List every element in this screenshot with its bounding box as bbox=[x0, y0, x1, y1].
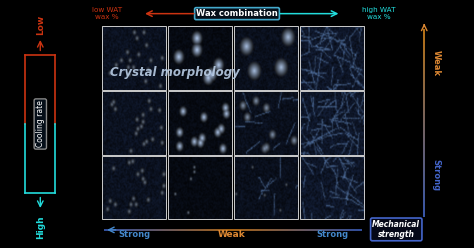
Text: Strong: Strong bbox=[118, 230, 150, 239]
Text: Cooling rate: Cooling rate bbox=[36, 100, 45, 148]
Bar bbox=[300, 156, 364, 219]
Text: High: High bbox=[36, 215, 45, 239]
Text: Crystal morphology: Crystal morphology bbox=[110, 66, 240, 79]
Bar bbox=[234, 156, 298, 219]
Bar bbox=[300, 91, 364, 155]
Text: Low: Low bbox=[36, 15, 45, 35]
Bar bbox=[168, 91, 232, 155]
Bar bbox=[168, 26, 232, 90]
Bar bbox=[234, 91, 298, 155]
Text: low WAT
wax %: low WAT wax % bbox=[91, 7, 122, 20]
Text: Mechanical
strength: Mechanical strength bbox=[372, 220, 420, 239]
Text: Weak: Weak bbox=[432, 50, 440, 76]
Bar bbox=[102, 156, 166, 219]
Bar bbox=[102, 91, 166, 155]
Text: Weak: Weak bbox=[218, 230, 246, 239]
Text: Wax combination: Wax combination bbox=[196, 9, 278, 18]
Bar bbox=[234, 26, 298, 90]
Text: Strong: Strong bbox=[316, 230, 348, 239]
Bar bbox=[168, 156, 232, 219]
Text: high WAT
wax %: high WAT wax % bbox=[363, 7, 396, 20]
Text: Strong: Strong bbox=[432, 159, 440, 191]
Bar bbox=[102, 26, 166, 90]
Bar bbox=[300, 26, 364, 90]
